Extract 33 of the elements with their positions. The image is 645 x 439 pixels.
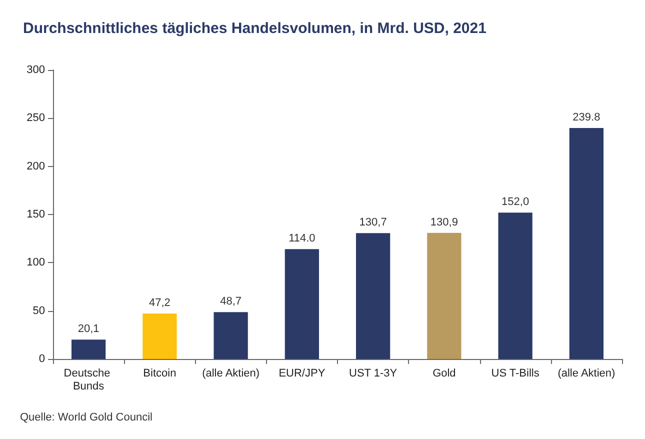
data-label: 130,9 [430,216,458,228]
y-tick-label: 100 [26,256,45,269]
x-tick-label: US T-Bills [491,368,540,380]
bar [498,212,532,359]
bar [214,312,248,359]
x-tick-label: (alle Aktien) [202,368,260,380]
x-tick-label: UST 1-3Y [349,368,398,380]
data-label: 48,7 [220,296,242,308]
data-label: 114.0 [288,232,316,245]
source-note: Quelle: World Gold Council [20,412,152,424]
bar [71,340,106,359]
bar [142,314,177,359]
data-label: 47,2 [148,297,170,310]
x-tick-label: (alle Aktien) [558,368,616,380]
y-tick-label: 150 [26,208,45,220]
y-tick-label: 200 [26,160,45,172]
bar [356,233,390,359]
data-label: 130,7 [359,216,387,229]
bar [427,232,462,359]
x-tick-label: Deutsche Bunds [64,368,114,392]
y-tick-label: 300 [26,64,45,76]
data-label: 20,1 [78,323,100,336]
x-tick-label: Bitcoin [143,368,176,380]
chart-title: Durchschnittliches tägliches Handelsvolumen, in Mrd. USD, 2021 [23,20,486,37]
data-label: 152,0 [502,196,530,208]
data-label: 239.8 [572,111,600,124]
bar [569,128,604,359]
x-tick-label: Gold [432,368,456,380]
y-tick-label: 0 [38,353,45,365]
bar [284,249,320,359]
y-tick-label: 50 [32,304,45,317]
x-tick-label: EUR/JPY [278,368,326,380]
y-tick-label: 250 [26,112,45,124]
